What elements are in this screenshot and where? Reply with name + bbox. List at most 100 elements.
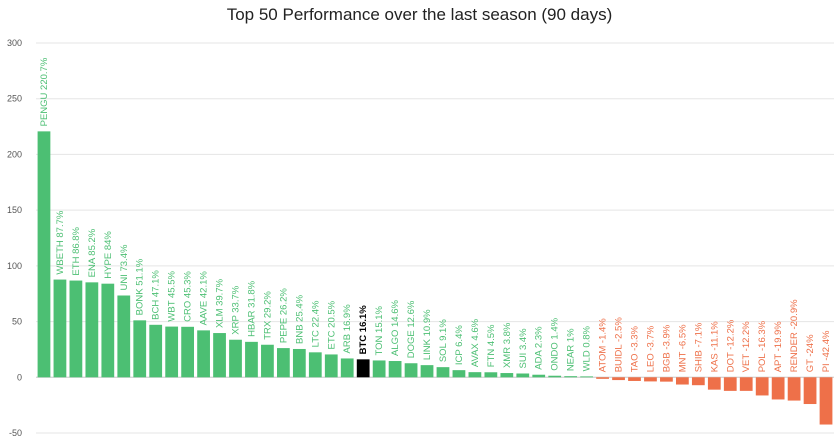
- bar-label-hbar: HBAR 31.8%: [246, 280, 257, 337]
- bar-label-gt: GT -24%: [805, 334, 816, 372]
- bar-icp: [452, 370, 466, 378]
- bar-algo: [388, 361, 402, 378]
- y-tick-label: 100: [7, 261, 22, 271]
- bar-tao: [628, 377, 641, 381]
- bar-label-shib: SHIB -7.1%: [693, 322, 704, 372]
- bar-leo: [644, 377, 657, 382]
- bar-ftn: [484, 372, 498, 378]
- bar-label-vet: VET -12.2%: [741, 321, 752, 373]
- bar-label-bch: BCH 47.1%: [151, 270, 162, 320]
- bar-label-pengu: PENGU 220.7%: [39, 57, 50, 126]
- y-axis-ticks: -50 0 50 100 150 200 250 300: [7, 38, 22, 438]
- bar-label-pol: POL -16.3%: [757, 320, 768, 372]
- bar-label-wld: WLD 0.8%: [582, 325, 593, 371]
- bar-aave: [197, 330, 210, 378]
- bar-sol: [436, 367, 450, 378]
- bar-avax: [468, 372, 482, 378]
- bar-label-etc: ETC 20.5%: [326, 300, 337, 349]
- bar-label-mnt: MNT -6.5%: [677, 324, 688, 372]
- y-tick-label: -50: [9, 428, 22, 438]
- bar-label-near: NEAR 1%: [566, 328, 577, 371]
- bar-ton: [372, 360, 386, 378]
- bar-label-ada: ADA 2.3%: [534, 326, 545, 370]
- bar-label-pepe: PEPE 26.2%: [278, 288, 289, 343]
- bar-kas: [707, 377, 721, 390]
- bar-bnb: [292, 348, 306, 378]
- bar-buidl: [612, 377, 625, 381]
- bar-link: [420, 365, 434, 378]
- bar-bgb: [660, 377, 673, 382]
- bar-hbar: [245, 341, 258, 378]
- bars: [37, 131, 833, 425]
- bar-bonk: [133, 320, 147, 378]
- bar-label-sui: SUI 3.4%: [518, 328, 529, 369]
- bar-label-avax: AVAX 4.6%: [470, 318, 481, 367]
- bar-arb: [340, 358, 354, 378]
- bar-labels: PENGU 220.7% WBETH 87.7% ETH 86.8% ENA 85.2…: [39, 57, 832, 372]
- bar-etc: [324, 354, 338, 378]
- bar-label-doge: DOGE 12.6%: [406, 300, 417, 358]
- bar-xmr: [500, 373, 514, 378]
- bar-atom: [596, 377, 609, 379]
- bar-pepe: [276, 348, 290, 378]
- bar-label-bnb: BNB 25.4%: [294, 294, 305, 344]
- bar-label-hype: HYPE 84%: [103, 231, 114, 279]
- bar-bch: [149, 324, 163, 378]
- y-tick-label: 250: [7, 94, 22, 104]
- bar-pengu: [37, 131, 51, 378]
- bar-vet: [739, 377, 753, 391]
- bar-btc: [356, 359, 370, 378]
- bar-label-ltc: LTC 22.4%: [310, 300, 321, 347]
- bar-label-btc: BTC 16.1%: [358, 305, 369, 355]
- bar-label-ondo: ONDO 1.4%: [550, 317, 561, 370]
- bar-label-apt: APT -19.9%: [773, 321, 784, 373]
- bar-label-pi: PI -42.4%: [821, 330, 832, 372]
- bar-label-render: RENDER -20.9%: [789, 299, 800, 372]
- bar-ondo: [548, 375, 562, 378]
- bar-label-buidl: BUIDL -2.5%: [614, 317, 625, 373]
- bar-label-ton: TON 15.1%: [374, 305, 385, 355]
- bar-label-xrp: XRP 33.7%: [231, 285, 242, 334]
- bar-label-ena: ENA 85.2%: [87, 228, 98, 277]
- bar-uni: [117, 295, 131, 378]
- bar-apt: [771, 377, 785, 400]
- bar-label-bgb: BGB -3.9%: [661, 324, 672, 372]
- y-tick-label: 50: [12, 317, 22, 327]
- bar-pol: [755, 377, 769, 396]
- bar-label-xmr: XMR 3.8%: [502, 322, 513, 368]
- bar-ltc: [308, 352, 322, 378]
- bar-xrp: [229, 339, 242, 378]
- bar-label-arb: ARB 16.9%: [342, 304, 353, 354]
- bar-label-leo: LEO -3.7%: [645, 325, 656, 372]
- bar-label-trx: TRX 29.2%: [262, 291, 273, 340]
- bar-wld: [580, 376, 594, 378]
- bar-label-icp: ICP 6.4%: [454, 325, 465, 366]
- y-tick-label: 150: [7, 205, 22, 215]
- bar-mnt: [675, 377, 689, 385]
- bar-doge: [404, 363, 418, 378]
- bar-label-bonk: BONK 51.1%: [135, 258, 146, 315]
- bar-ena: [85, 282, 99, 378]
- bar-label-eth: ETH 86.8%: [71, 226, 82, 275]
- bar-label-ftn: FTN 4.5%: [486, 324, 497, 367]
- bar-label-algo: ALGO 14.6%: [390, 299, 401, 356]
- bar-shib: [691, 377, 705, 386]
- bar-label-atom: ATOM -1.4%: [598, 318, 609, 373]
- bar-near: [564, 376, 578, 378]
- bar-label-wbt: WBT 45.5%: [167, 271, 178, 322]
- bar-xlm: [213, 333, 226, 378]
- bar-wbeth: [53, 279, 67, 378]
- bar-label-kas: KAS -11.1%: [709, 321, 720, 373]
- bar-render: [787, 377, 801, 401]
- bar-label-cro: CRO 45.3%: [183, 271, 194, 322]
- y-tick-label: 200: [7, 149, 22, 159]
- bar-trx: [261, 344, 274, 378]
- y-tick-label: 300: [7, 38, 22, 48]
- y-tick-label: 0: [17, 372, 22, 382]
- bar-label-wbeth: WBETH 87.7%: [55, 210, 66, 274]
- bar-label-aave: AAVE 42.1%: [199, 271, 210, 326]
- chart-title: Top 50 Performance over the last season …: [226, 5, 613, 24]
- bar-label-tao: TAO -3.3%: [630, 325, 641, 372]
- bar-eth: [69, 280, 83, 378]
